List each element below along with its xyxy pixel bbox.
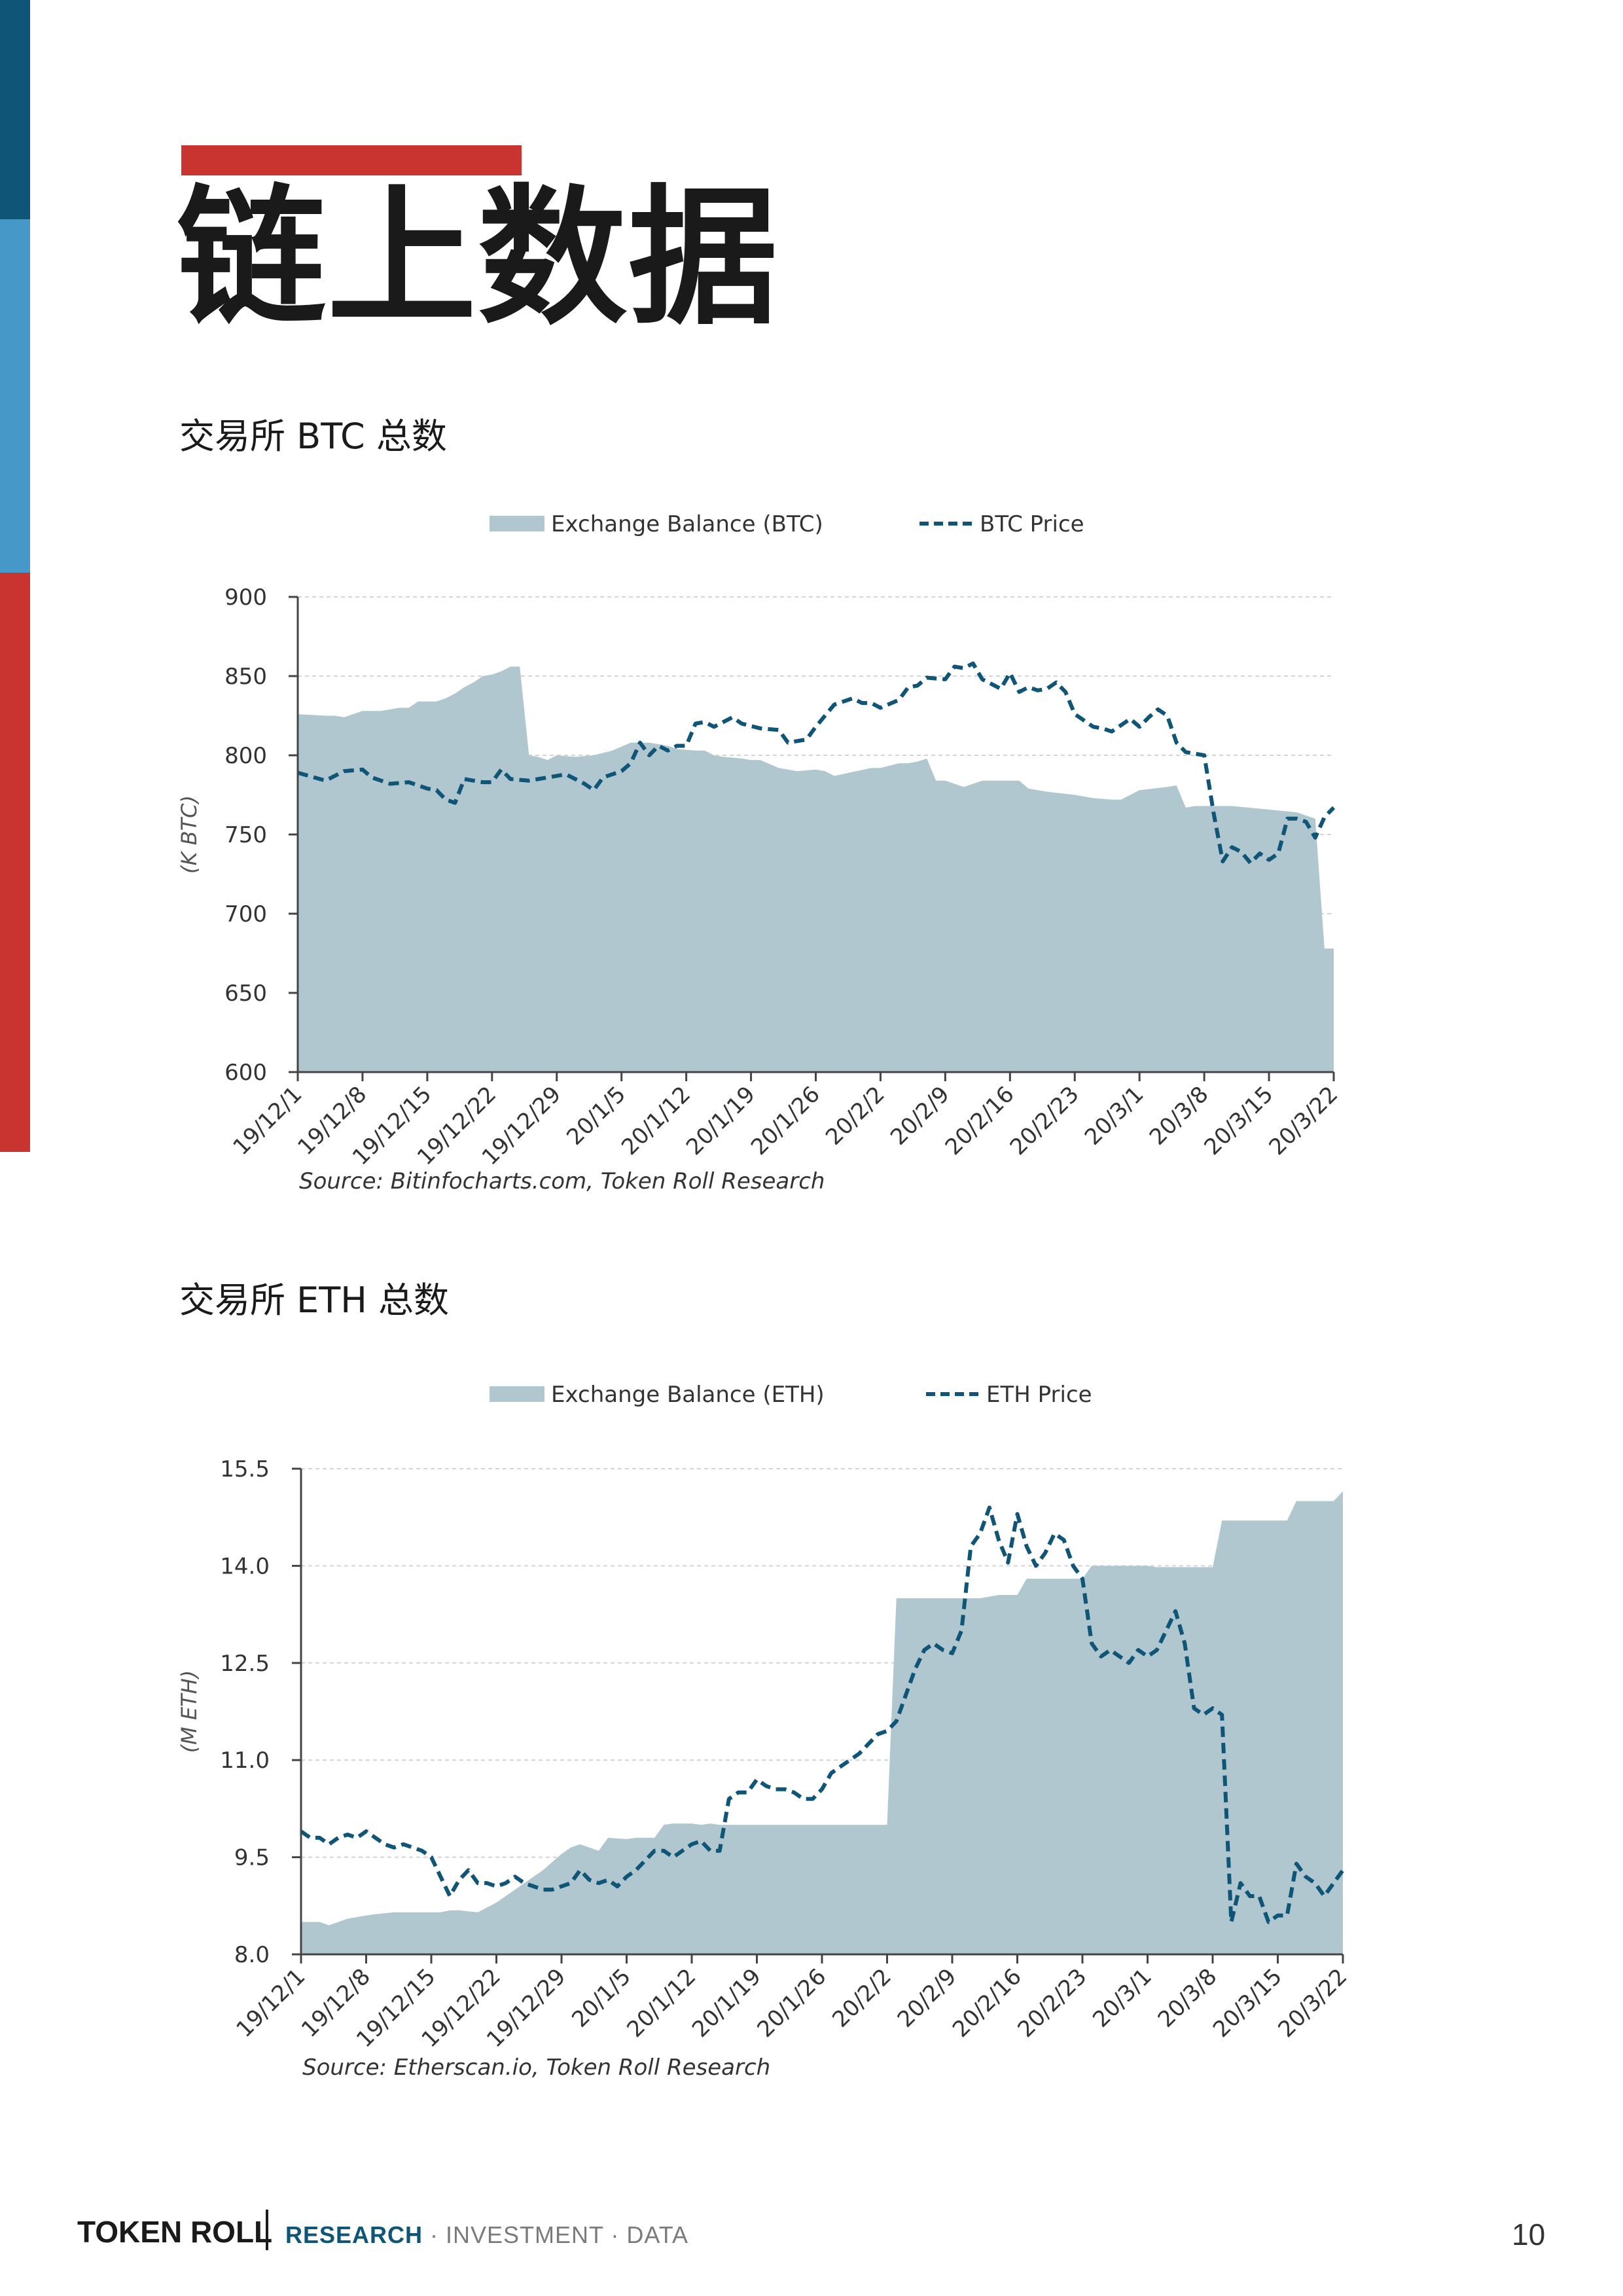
x-tick-label: 20/2/23	[1012, 1964, 1092, 2043]
legend-swatch-area	[490, 516, 544, 531]
page-number: 10	[1512, 2217, 1546, 2251]
side-accent-blue	[0, 219, 30, 573]
footer-tag-research: RESEARCH	[285, 2221, 423, 2248]
legend-label-balance: Exchange Balance (ETH)	[551, 1382, 825, 1408]
exchange-balance-area	[298, 666, 1334, 1072]
y-tick-label: 650	[224, 980, 267, 1007]
footer-tagline: RESEARCH · INVESTMENT · DATA	[285, 2221, 688, 2249]
footer-divider	[266, 2210, 268, 2250]
side-accent-red	[0, 573, 30, 1152]
page-title: 链上数据	[177, 171, 779, 345]
y-tick-label: 600	[224, 1060, 267, 1086]
x-tick-label: 20/2/16	[948, 1964, 1027, 2043]
y-tick-label: 11.0	[220, 1748, 270, 1774]
y-tick-label: 8.0	[234, 1942, 270, 1968]
y-tick-label: 900	[224, 584, 267, 611]
y-tick-label: 9.5	[234, 1845, 270, 1871]
exchange-balance-area	[301, 1491, 1343, 1954]
chart-heading-eth: 交易所 ETH 总数	[179, 1280, 450, 1321]
x-tick-label: 20/2/2	[827, 1964, 897, 2033]
source-note: Source: Bitinfocharts.com, Token Roll Re…	[299, 1168, 825, 1194]
y-axis-label: (K BTC)	[177, 795, 202, 874]
x-tick-label: 20/3/15	[1208, 1964, 1287, 2043]
side-accent-navy	[0, 0, 30, 219]
legend-label-price: BTC Price	[980, 511, 1084, 537]
legend-label-price: ETH Price	[986, 1382, 1092, 1408]
title-accent-bar	[181, 145, 522, 175]
y-tick-label: 700	[224, 901, 267, 927]
x-tick-label: 20/1/26	[752, 1964, 831, 2043]
price-line	[297, 661, 1336, 865]
x-tick-label: 20/3/1	[1088, 1964, 1157, 2033]
source-note: Source: Etherscan.io, Token Roll Researc…	[302, 2054, 770, 2081]
x-tick-label: 20/3/22	[1273, 1964, 1352, 2043]
y-tick-label: 750	[224, 822, 267, 848]
y-tick-label: 12.5	[220, 1651, 270, 1677]
x-tick-label: 20/1/12	[622, 1964, 701, 2043]
y-axis-label: (M ETH)	[177, 1670, 202, 1753]
y-tick-label: 15.5	[220, 1456, 270, 1482]
legend-label-balance: Exchange Balance (BTC)	[551, 511, 823, 537]
x-tick-label: 19/12/1	[231, 1964, 310, 2043]
y-tick-label: 800	[224, 743, 267, 769]
y-tick-label: 850	[224, 664, 267, 690]
y-tick-label: 14.0	[220, 1553, 270, 1579]
price-line	[300, 1505, 1345, 1924]
footer-brand: TOKEN ROLL	[77, 2215, 273, 2249]
x-tick-label: 20/1/19	[687, 1964, 766, 2043]
legend-swatch-area	[490, 1386, 544, 1402]
chart-heading-btc: 交易所 BTC 总数	[179, 416, 447, 457]
footer-tag-rest: · INVESTMENT · DATA	[423, 2221, 689, 2248]
